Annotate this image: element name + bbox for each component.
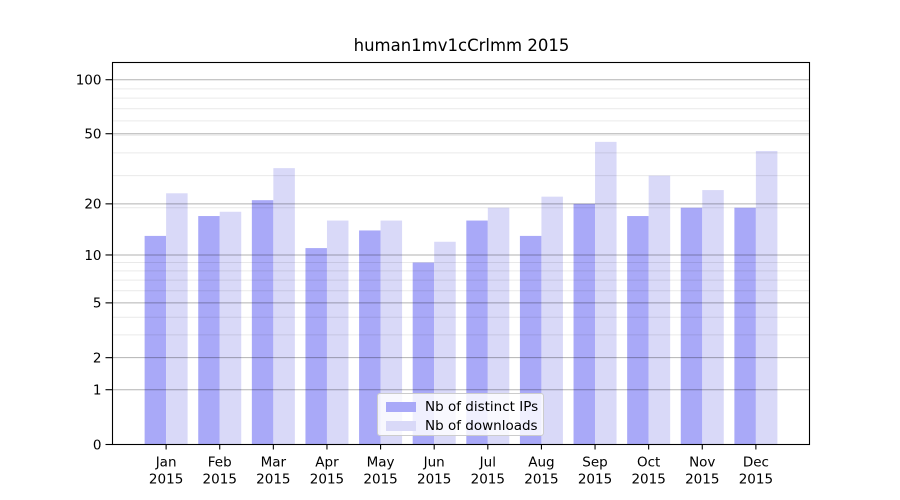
bar-downloads-nov	[702, 190, 724, 445]
bar-distinct-ips-aug	[519, 235, 542, 445]
bar-downloads-apr	[326, 220, 349, 445]
x-tick-label-month-mar: Mar	[261, 455, 287, 471]
y-tick-label-1: 1	[93, 383, 102, 399]
legend-item-distinct-ips: Nb of distinct IPs	[386, 398, 543, 415]
x-tick-label-month-jun: Jun	[423, 455, 445, 471]
x-tick-label-year-feb: 2015	[203, 472, 237, 488]
x-tick-label-year-oct: 2015	[631, 472, 665, 488]
x-tick-label-month-aug: Aug	[528, 455, 554, 471]
bar-downloads-sep	[595, 141, 617, 445]
bar-downloads-jan	[166, 193, 188, 445]
legend-label-distinct-ips: Nb of distinct IPs	[425, 398, 539, 415]
chart-title: human1mv1cCrlmm 2015	[353, 36, 570, 55]
legend: Nb of distinct IPs Nb of downloads	[377, 393, 544, 436]
x-tick-label-year-jun: 2015	[417, 472, 451, 488]
x-tick-label-year-jul: 2015	[471, 472, 505, 488]
x-tick-label-month-sep: Sep	[582, 455, 607, 471]
x-tick-label-year-nov: 2015	[685, 472, 719, 488]
bar-distinct-ips-oct	[627, 216, 649, 445]
bar-distinct-ips-may	[359, 230, 381, 445]
y-tick-label-5: 5	[93, 296, 102, 312]
bar-distinct-ips-mar	[251, 200, 274, 445]
bar-distinct-ips-dec	[734, 207, 756, 445]
y-tick-label-20: 20	[84, 197, 101, 213]
legend-item-downloads: Nb of downloads	[386, 417, 543, 434]
y-tick-label-2: 2	[93, 350, 102, 366]
bar-distinct-ips-sep	[573, 203, 596, 445]
bar-downloads-oct	[648, 175, 671, 445]
x-tick-label-year-dec: 2015	[739, 472, 773, 488]
bar-distinct-ips-nov	[680, 207, 703, 445]
bar-downloads-may	[380, 220, 403, 445]
bar-downloads-dec	[755, 150, 778, 445]
axes-frame	[111, 61, 811, 446]
x-tick-label-month-apr: Apr	[315, 455, 339, 471]
bar-downloads-mar	[273, 168, 295, 445]
x-tick-label-year-mar: 2015	[256, 472, 290, 488]
x-tick-label-month-dec: Dec	[743, 455, 769, 471]
x-tick-label-year-apr: 2015	[310, 472, 344, 488]
bar-downloads-aug	[541, 196, 563, 445]
y-tick-label-10: 10	[84, 248, 101, 264]
legend-swatch-downloads	[386, 420, 416, 431]
x-tick-label-year-may: 2015	[363, 472, 397, 488]
x-tick-label-month-nov: Nov	[689, 455, 715, 471]
x-tick-label-month-feb: Feb	[208, 455, 232, 471]
bar-distinct-ips-jul	[466, 220, 488, 445]
y-tick-label-50: 50	[84, 127, 101, 143]
bar-downloads-feb	[219, 211, 242, 445]
bar-distinct-ips-apr	[305, 248, 327, 445]
legend-swatch-distinct-ips	[386, 401, 416, 412]
x-tick-label-year-jan: 2015	[149, 472, 183, 488]
y-tick-label-0: 0	[93, 437, 102, 453]
legend-label-downloads: Nb of downloads	[425, 417, 538, 434]
x-tick-label-month-oct: Oct	[637, 455, 660, 471]
y-tick-label-100: 100	[76, 73, 102, 89]
bar-distinct-ips-jan	[144, 235, 167, 445]
x-tick-label-year-aug: 2015	[524, 472, 558, 488]
x-tick-label-month-may: May	[367, 455, 395, 471]
x-tick-label-month-jul: Jul	[479, 455, 496, 471]
x-tick-label-month-jan: Jan	[155, 455, 177, 471]
bar-downloads-jul	[487, 207, 510, 445]
bar-distinct-ips-feb	[198, 216, 220, 445]
x-tick-label-year-sep: 2015	[578, 472, 612, 488]
